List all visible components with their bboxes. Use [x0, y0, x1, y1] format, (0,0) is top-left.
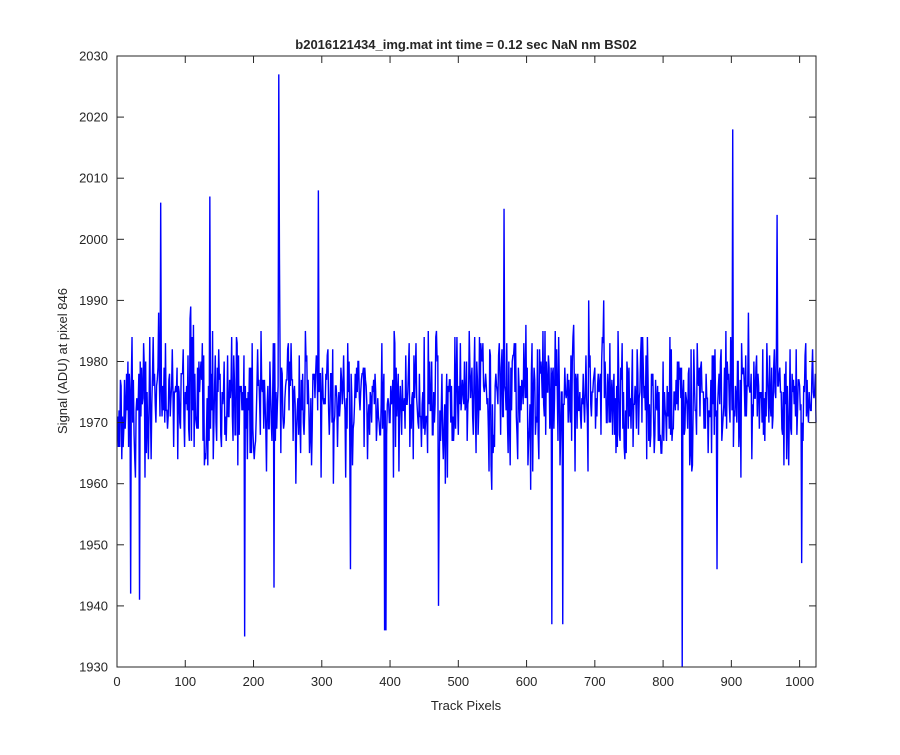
- chart-title: b2016121434_img.mat int time = 0.12 sec …: [295, 37, 636, 52]
- x-axis: 0 100 200 300 400 500 600 700 800 900 1000: [113, 56, 814, 689]
- x-tick-label: 400: [379, 674, 401, 689]
- y-tick-label: 1980: [79, 354, 108, 369]
- x-tick-label: 800: [652, 674, 674, 689]
- series-line-0: [116, 74, 817, 668]
- x-tick-label: 0: [113, 674, 120, 689]
- y-tick-label: 1960: [79, 476, 108, 491]
- y-tick-label: 1970: [79, 415, 108, 430]
- y-axis-label: Signal (ADU) at pixel 846: [55, 288, 70, 434]
- x-tick-label: 500: [447, 674, 469, 689]
- y-tick-label: 1990: [79, 293, 108, 308]
- x-tick-label: 900: [721, 674, 743, 689]
- x-tick-label: 300: [311, 674, 333, 689]
- x-tick-label: 1000: [785, 674, 814, 689]
- x-tick-label: 700: [584, 674, 606, 689]
- x-axis-label: Track Pixels: [431, 698, 502, 713]
- y-tick-label: 1940: [79, 598, 108, 613]
- x-tick-label: 100: [174, 674, 196, 689]
- y-tick-label: 2010: [79, 171, 108, 186]
- x-tick-label: 200: [243, 674, 265, 689]
- y-tick-label: 2030: [79, 49, 108, 64]
- y-axis: 1930 1940 1950 1960 1970 1980 1990 2000 2010 2020…: [79, 49, 816, 675]
- y-tick-label: 2020: [79, 110, 108, 125]
- series-layer: [116, 74, 817, 668]
- y-tick-label: 1930: [79, 660, 108, 675]
- y-tick-label: 1950: [79, 537, 108, 552]
- y-tick-label: 2000: [79, 232, 108, 247]
- x-tick-label: 600: [516, 674, 538, 689]
